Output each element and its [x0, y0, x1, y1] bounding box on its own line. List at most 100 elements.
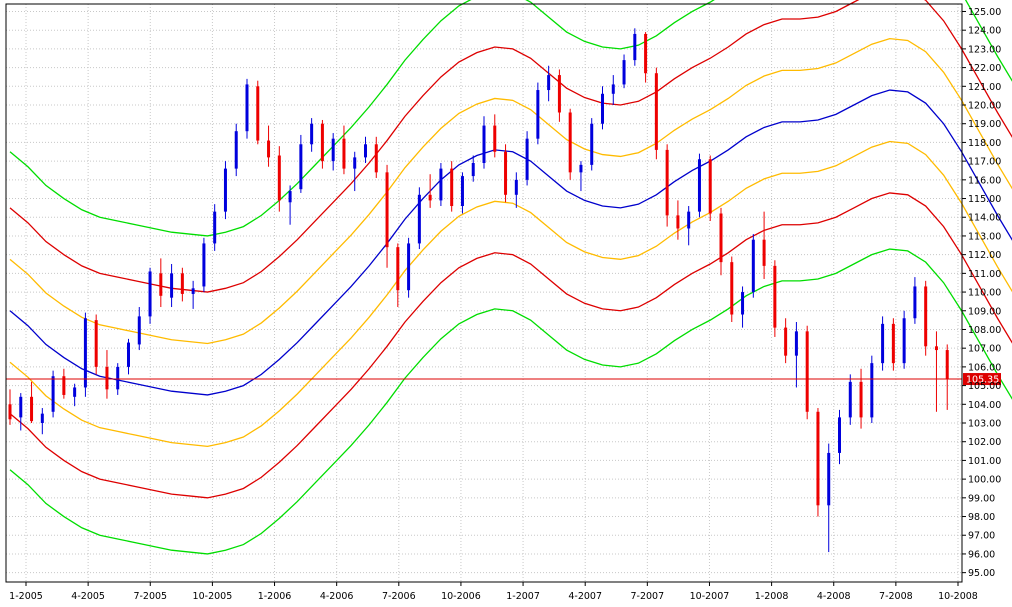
grid-lines [6, 4, 962, 582]
candle-body [428, 194, 432, 201]
x-axis: 1-2005 4-2005 7-2005 10-2005 1-2006 4-2006 7-2… [9, 582, 978, 602]
candle-body [159, 273, 163, 296]
candle-body [708, 159, 712, 214]
y-tick-label: 125.00 [968, 7, 1001, 18]
candle-body [719, 213, 723, 263]
y-tick-label: 96.00 [968, 549, 995, 560]
candle-body [579, 164, 583, 173]
candle-body [30, 396, 34, 422]
candle-body [277, 155, 281, 201]
candle-body [180, 273, 184, 294]
y-tick-label: 99.00 [968, 493, 995, 504]
candle-body [170, 273, 174, 298]
x-tick-label: 7-2008 [879, 591, 913, 602]
y-tick-label: 122.00 [968, 63, 1001, 74]
x-tick-label: 10-2005 [193, 591, 233, 602]
candle-body [870, 363, 874, 418]
y-tick-label: 120.00 [968, 101, 1001, 112]
candle-body [611, 84, 615, 94]
candle-body [773, 265, 777, 328]
x-tick-label: 1-2006 [258, 591, 292, 602]
y-tick-label: 100.00 [968, 475, 1001, 486]
y-axis: 95.00 96.00 97.00 98.00 99.00 100.00 101.00 102… [962, 7, 1001, 579]
candle-body [202, 243, 206, 287]
candle-body [62, 376, 66, 395]
y-tick-label: 115.00 [968, 194, 1001, 205]
candle-body [568, 112, 572, 173]
candle-body [331, 138, 335, 162]
candle-body [633, 33, 637, 61]
candle-body [504, 151, 508, 195]
last-price-line: 105.35 [6, 373, 1001, 386]
candle-body [945, 350, 949, 380]
band_2-lower-line [9, 192, 1012, 499]
x-tick-label: 1-2005 [9, 591, 43, 602]
candle-body [493, 125, 497, 152]
band_2-upper-line [9, 0, 1012, 293]
y-tick-label: 104.00 [968, 400, 1001, 411]
y-tick-label: 98.00 [968, 512, 995, 523]
candle-body [105, 366, 109, 390]
x-tick-label: 4-2005 [71, 591, 105, 602]
y-tick-label: 103.00 [968, 419, 1001, 430]
candle-body [827, 452, 831, 506]
y-tick-label: 102.00 [968, 437, 1001, 448]
candle-body [665, 149, 669, 216]
y-tick-label: 113.00 [968, 231, 1001, 242]
y-tick-label: 108.00 [968, 325, 1001, 336]
y-tick-label: 117.00 [968, 157, 1001, 168]
candle-body [590, 123, 594, 165]
candle-body [536, 90, 540, 139]
candle-body [234, 131, 238, 169]
x-tick-label: 1-2008 [755, 591, 789, 602]
candle-body [859, 381, 863, 418]
candle-body [342, 138, 346, 169]
candle-body [353, 157, 357, 169]
candle-body [245, 84, 249, 132]
candle-body [601, 93, 604, 124]
candle-body [676, 215, 680, 229]
candle-body [460, 176, 464, 207]
candle-body [934, 346, 938, 351]
y-tick-label: 118.00 [968, 138, 1001, 149]
candle-body [838, 417, 841, 453]
band_3-lower-line [9, 248, 1012, 555]
x-tick-label: 4-2008 [817, 591, 851, 602]
moving-average [9, 89, 1012, 396]
candles [8, 28, 949, 553]
x-tick-label: 10-2008 [938, 591, 978, 602]
band_1-lower-line [9, 140, 1012, 448]
candle-body [364, 144, 367, 158]
candle-body [137, 316, 141, 345]
candle-body [256, 86, 260, 141]
candle-body [191, 288, 195, 294]
candle-body [891, 323, 895, 364]
y-tick-label: 121.00 [968, 82, 1001, 93]
last-price-tag [963, 373, 1001, 386]
candle-body [8, 404, 12, 420]
y-tick-label: 114.00 [968, 213, 1001, 224]
candle-body [407, 243, 411, 291]
candle-body [525, 138, 529, 180]
last-price-label: 105.35 [966, 375, 999, 386]
candle-body [794, 331, 798, 356]
candle-body [697, 159, 701, 212]
band_1-upper-line [9, 37, 1012, 345]
plot-frame [5, 3, 963, 583]
candle-body [148, 271, 152, 317]
candle-body [762, 239, 766, 266]
candle-body [83, 318, 87, 388]
candle-body [299, 144, 303, 190]
candle-body [805, 331, 809, 412]
moving-average-line [9, 89, 1012, 396]
candle-body [73, 387, 77, 397]
y-tick-label: 123.00 [968, 44, 1001, 55]
x-tick-label: 10-2006 [441, 591, 481, 602]
candle-body [320, 123, 324, 162]
x-tick-label: 7-2006 [382, 591, 416, 602]
plot-border [5, 3, 963, 583]
candle-body [514, 179, 518, 195]
y-tick-label: 124.00 [968, 26, 1001, 37]
x-tick-label: 4-2006 [320, 591, 354, 602]
